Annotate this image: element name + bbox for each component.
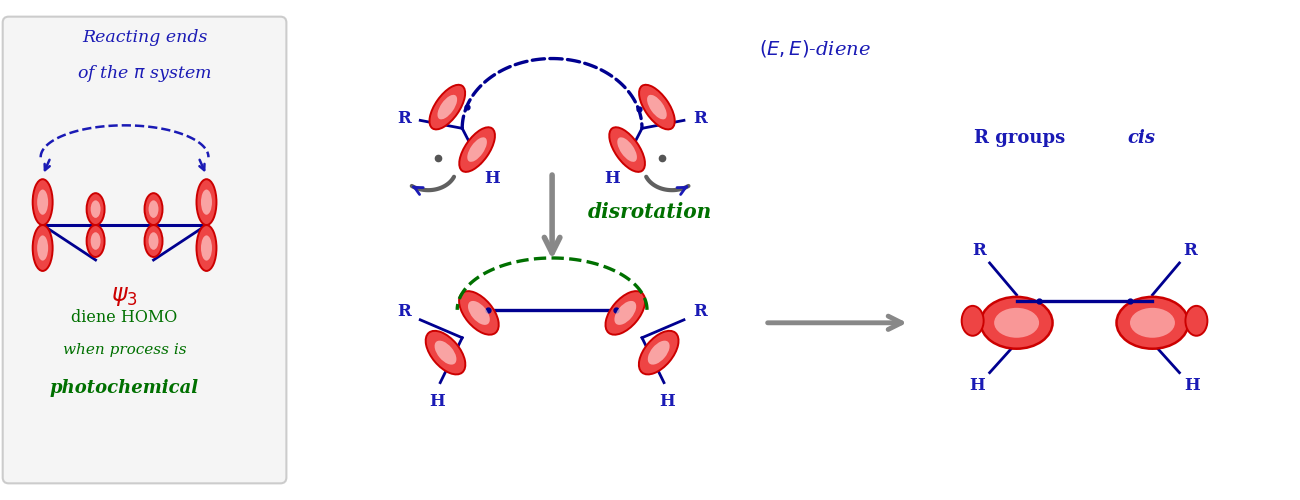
Ellipse shape xyxy=(640,85,675,130)
Ellipse shape xyxy=(202,236,212,260)
Ellipse shape xyxy=(459,128,495,172)
Text: photochemical: photochemical xyxy=(49,378,199,396)
Ellipse shape xyxy=(434,340,456,364)
Ellipse shape xyxy=(610,128,645,172)
Text: diene HOMO: diene HOMO xyxy=(72,310,178,326)
Text: H: H xyxy=(485,170,500,186)
Ellipse shape xyxy=(467,138,488,162)
Ellipse shape xyxy=(438,95,458,120)
Ellipse shape xyxy=(429,85,465,130)
Text: H: H xyxy=(429,393,445,410)
Ellipse shape xyxy=(1130,308,1175,338)
Text: when process is: when process is xyxy=(62,342,186,356)
Ellipse shape xyxy=(87,193,104,225)
Ellipse shape xyxy=(618,138,637,162)
Text: disrotation: disrotation xyxy=(588,202,712,222)
Ellipse shape xyxy=(148,200,159,218)
Text: cis: cis xyxy=(1127,130,1156,148)
Ellipse shape xyxy=(647,340,670,364)
Ellipse shape xyxy=(196,179,217,225)
Ellipse shape xyxy=(994,308,1039,338)
Ellipse shape xyxy=(468,301,490,325)
Ellipse shape xyxy=(647,95,667,120)
Ellipse shape xyxy=(144,225,162,257)
Ellipse shape xyxy=(638,331,679,374)
Text: H: H xyxy=(659,393,675,410)
Ellipse shape xyxy=(202,190,212,214)
Ellipse shape xyxy=(38,236,48,260)
Text: R groups: R groups xyxy=(974,130,1071,148)
Ellipse shape xyxy=(32,225,52,271)
Text: H: H xyxy=(968,377,984,394)
Ellipse shape xyxy=(87,225,104,257)
Text: R: R xyxy=(398,110,411,127)
Ellipse shape xyxy=(980,297,1053,348)
Ellipse shape xyxy=(196,225,217,271)
Ellipse shape xyxy=(32,179,52,225)
Ellipse shape xyxy=(962,306,984,336)
Ellipse shape xyxy=(615,301,636,325)
Ellipse shape xyxy=(38,190,48,214)
Ellipse shape xyxy=(148,232,159,250)
Text: R: R xyxy=(693,110,707,127)
Text: R: R xyxy=(972,242,985,260)
Ellipse shape xyxy=(144,193,162,225)
Text: R: R xyxy=(398,304,411,320)
Text: of the $\pi$ system: of the $\pi$ system xyxy=(77,62,212,84)
Ellipse shape xyxy=(606,291,645,335)
Text: $\psi_3$: $\psi_3$ xyxy=(112,286,138,308)
Ellipse shape xyxy=(1186,306,1208,336)
Ellipse shape xyxy=(425,331,465,374)
Ellipse shape xyxy=(1117,297,1188,348)
Text: R: R xyxy=(693,304,707,320)
Text: H: H xyxy=(1184,377,1200,394)
Ellipse shape xyxy=(91,232,100,250)
Text: $(E,E)$-diene: $(E,E)$-diene xyxy=(759,38,871,59)
Text: H: H xyxy=(604,170,620,186)
Ellipse shape xyxy=(459,291,499,335)
Ellipse shape xyxy=(91,200,100,218)
Text: Reacting ends: Reacting ends xyxy=(82,28,207,46)
Text: R: R xyxy=(1183,242,1197,260)
FancyBboxPatch shape xyxy=(3,16,286,483)
